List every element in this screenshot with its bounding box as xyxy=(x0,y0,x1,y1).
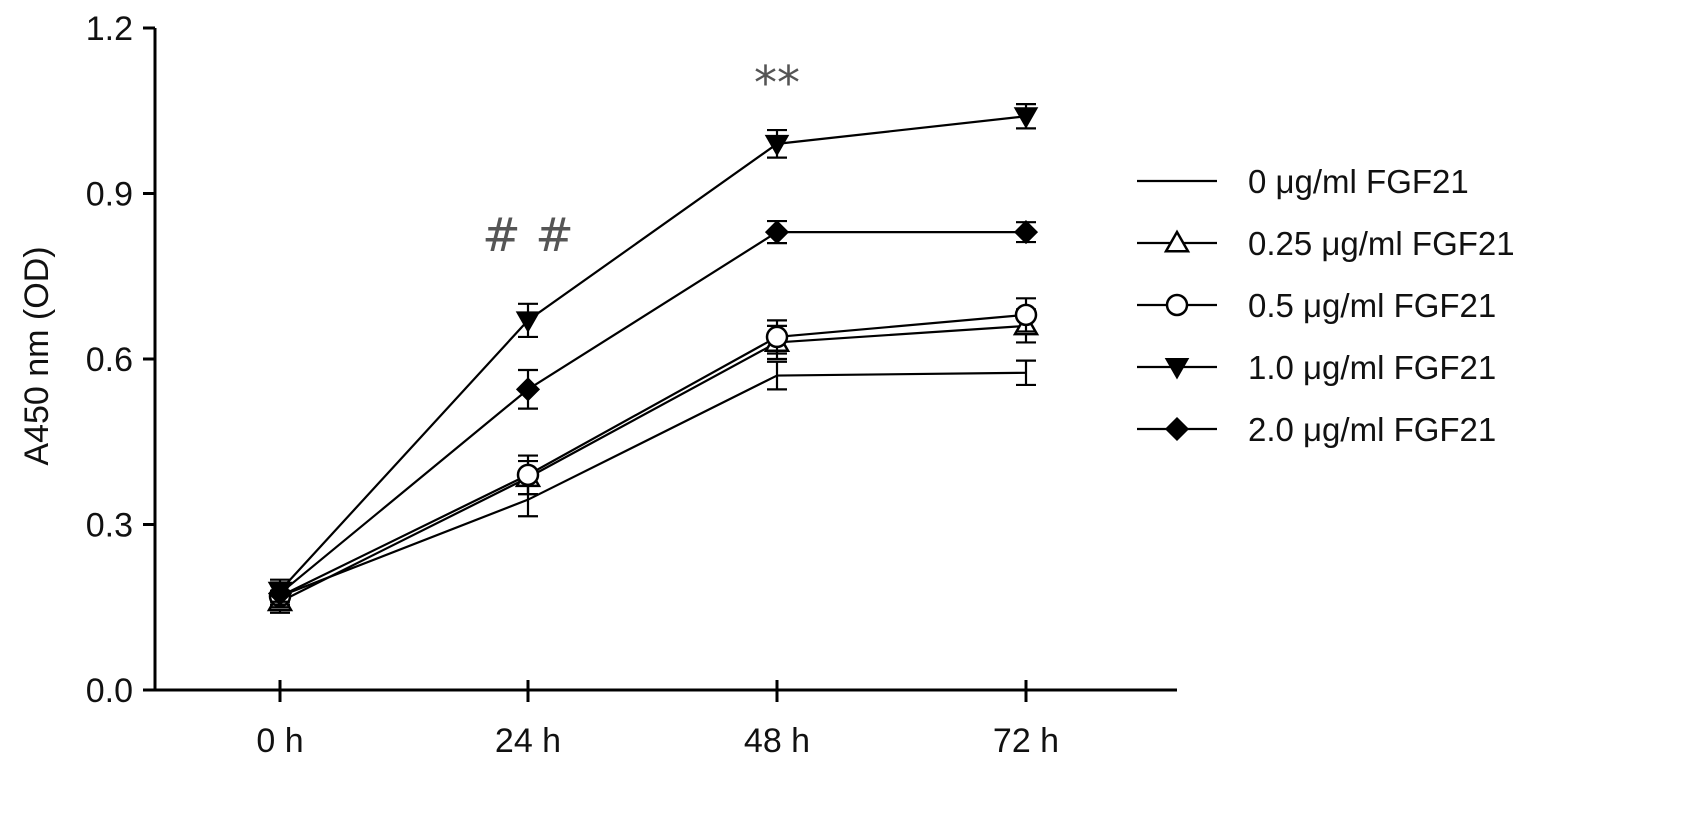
x-tick-label: 48 h xyxy=(744,722,810,760)
legend-item: 0.5 μg/ml FGF21 xyxy=(1137,287,1496,324)
legend-label: 1.0 μg/ml FGF21 xyxy=(1248,349,1496,386)
y-tick-label: 0.9 xyxy=(86,176,133,214)
legend-item: 2.0 μg/ml FGF21 xyxy=(1137,411,1496,448)
x-tick-label: 24 h xyxy=(495,722,561,760)
data-point xyxy=(764,134,790,157)
series-4 xyxy=(267,219,1039,606)
legend-label: 2.0 μg/ml FGF21 xyxy=(1248,411,1496,448)
legend-label: 0.25 μg/ml FGF21 xyxy=(1248,225,1515,262)
y-tick-label: 1.2 xyxy=(86,10,133,48)
y-tick-label: 0.0 xyxy=(86,672,133,710)
data-point xyxy=(1013,107,1039,129)
data-point xyxy=(765,325,789,349)
legend-marker xyxy=(1163,229,1191,253)
series-0 xyxy=(270,359,1036,609)
data-point xyxy=(515,311,541,333)
data-series xyxy=(266,103,1040,614)
legend-label: 0 μg/ml FGF21 xyxy=(1248,163,1469,200)
annotations: # # ** xyxy=(482,56,800,262)
legend-item: 1.0 μg/ml FGF21 xyxy=(1137,349,1496,386)
series-line xyxy=(279,115,1027,592)
legend-item: 0 μg/ml FGF21 xyxy=(1137,163,1469,200)
series-line xyxy=(279,231,1026,595)
data-point xyxy=(764,220,790,245)
legend-marker xyxy=(1164,358,1190,380)
data-point xyxy=(267,581,293,606)
series-1 xyxy=(266,308,1040,614)
x-tick-label: 0 h xyxy=(256,722,303,760)
series-line xyxy=(279,324,1027,603)
data-point xyxy=(1014,303,1038,327)
data-point xyxy=(1013,220,1039,245)
data-point xyxy=(515,377,541,402)
legend-label: 0.5 μg/ml FGF21 xyxy=(1248,287,1496,324)
series-line xyxy=(279,313,1027,598)
data-point xyxy=(516,463,540,487)
legend-item: 0.25 μg/ml FGF21 xyxy=(1137,225,1515,262)
significance-annotation: ** xyxy=(754,56,800,110)
legend-marker xyxy=(1165,293,1189,317)
y-tick-label: 0.3 xyxy=(86,507,133,545)
series-3 xyxy=(267,103,1039,604)
legend-marker xyxy=(1164,416,1190,442)
significance-annotation: # # xyxy=(482,208,574,262)
series-line xyxy=(279,371,1027,598)
series-2 xyxy=(268,297,1038,609)
y-tick-label: 0.6 xyxy=(86,341,133,379)
axis-ticks: 0.0 0.3 0.6 0.9 1.2 0 h 24 h 48 h 72 h xyxy=(86,10,1059,760)
x-tick-label: 72 h xyxy=(993,722,1059,760)
y-axis-label: A450 nm (OD) xyxy=(18,246,56,465)
legend: 0 μg/ml FGF21 0.25 μg/ml FGF21 0.5 μg/ml F… xyxy=(1137,163,1515,448)
axes xyxy=(153,28,1177,692)
